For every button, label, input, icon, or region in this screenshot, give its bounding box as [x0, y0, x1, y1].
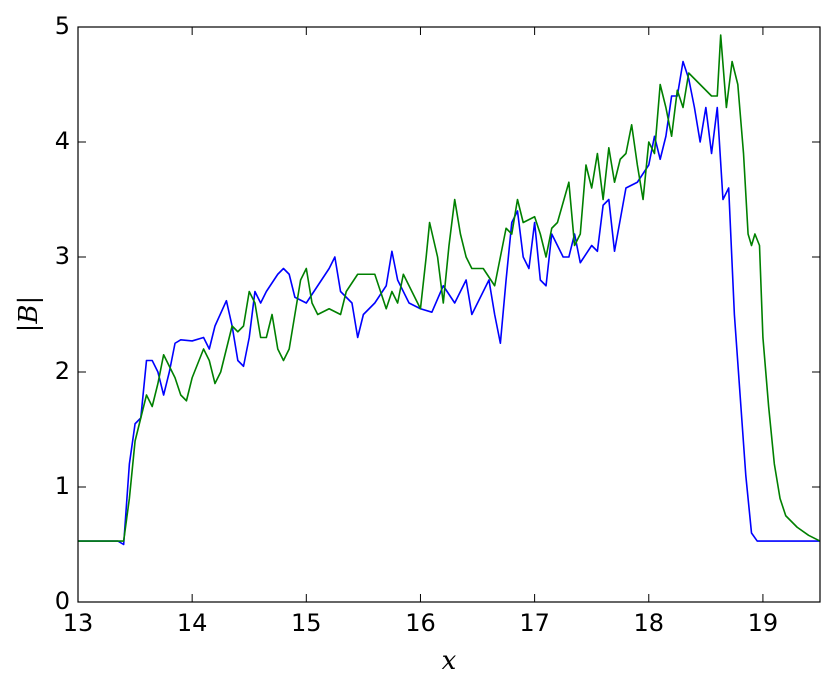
data-line — [78, 60, 820, 546]
data-line — [78, 34, 821, 542]
y-tick-label: 5 — [55, 12, 70, 40]
x-tick-label: 18 — [633, 609, 664, 637]
plot-frame — [77, 26, 821, 603]
y-tick-label: 4 — [55, 127, 70, 155]
y-tick-label: 1 — [55, 472, 70, 500]
x-axis-label: x — [442, 646, 457, 676]
x-tick-label: 19 — [748, 609, 779, 637]
y-tick-label: 2 — [55, 357, 70, 385]
x-tick-label: 17 — [519, 609, 550, 637]
y-tick-label: 3 — [55, 242, 70, 270]
x-tick-label: 13 — [63, 609, 94, 637]
x-tick-label: 16 — [405, 609, 436, 637]
y-axis-label: |B| — [14, 296, 44, 333]
x-tick-label: 15 — [291, 609, 322, 637]
y-tick-label: 0 — [55, 587, 70, 615]
x-tick-label: 14 — [177, 609, 208, 637]
